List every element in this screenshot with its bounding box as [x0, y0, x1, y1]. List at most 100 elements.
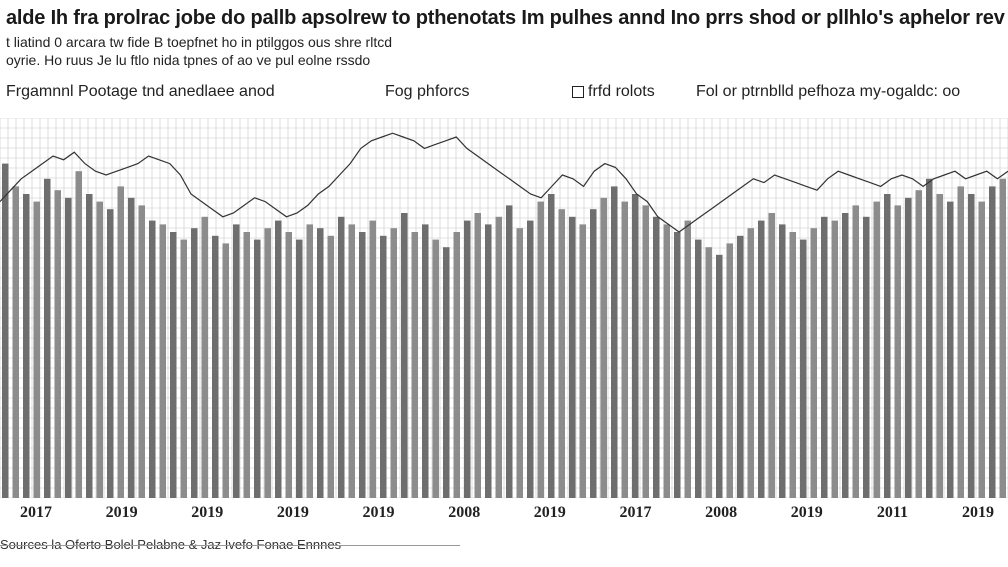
x-tick-label: 2019: [533, 504, 566, 521]
bar: [674, 232, 681, 498]
bar: [348, 224, 356, 498]
bar: [317, 228, 324, 498]
x-tick-label: 2011: [876, 504, 908, 521]
legend-checkbox-icon[interactable]: [572, 86, 584, 98]
bar: [842, 213, 849, 498]
bar: [495, 216, 503, 498]
source-rule: [0, 545, 460, 546]
bar: [443, 247, 450, 498]
bar: [506, 205, 513, 498]
x-tick-label: 2017: [20, 504, 52, 521]
bar: [180, 239, 188, 498]
x-tick-label: 2008: [448, 504, 481, 521]
bar: [936, 194, 944, 498]
bar: [2, 163, 9, 498]
bar: [989, 186, 996, 498]
bar: [12, 186, 20, 498]
bar: [800, 239, 807, 498]
x-tick-label: 2019: [191, 504, 224, 521]
envelope-layer: [0, 132, 1008, 233]
bar: [611, 186, 618, 498]
bar: [726, 243, 734, 498]
bar: [233, 224, 240, 498]
bar: [821, 216, 828, 498]
bar: [548, 194, 555, 498]
bar: [905, 197, 912, 498]
bar: [968, 194, 975, 498]
bar: [96, 201, 104, 498]
bar: [747, 228, 755, 498]
bar: [884, 194, 891, 498]
bar: [222, 243, 230, 498]
chart-title: alde Ih fra prolrac jobe do pallb apsolr…: [6, 7, 1005, 29]
x-tick-label: 2019: [276, 504, 309, 521]
bar: [359, 232, 366, 498]
x-tick-label: 2019: [105, 504, 138, 521]
bar: [642, 205, 650, 498]
bar: [978, 201, 986, 498]
bar: [831, 220, 839, 498]
bar: [590, 209, 597, 498]
legend-item-4: Fol or ptrnblld pefhoza my-ogaldc: oo: [696, 83, 961, 100]
bar: [569, 216, 576, 498]
bar: [138, 205, 146, 498]
bar: [149, 220, 156, 498]
bar: [779, 224, 786, 498]
legend-item-2: Fog phforcs: [385, 83, 470, 100]
bar: [516, 228, 524, 498]
bar: [716, 254, 723, 498]
bar: [737, 235, 744, 498]
bar: [705, 247, 713, 498]
bar: [684, 220, 692, 498]
chart-plot-area: [0, 118, 1008, 498]
bar: [128, 197, 135, 498]
bar: [117, 186, 125, 498]
bar: [653, 216, 660, 498]
bar: [43, 178, 51, 498]
x-tick-label: 2019: [962, 504, 994, 521]
bar: [33, 201, 40, 498]
legend-item-3-label: frfd rolots: [588, 83, 655, 100]
bar: [86, 194, 93, 498]
x-tick-label: 2019: [362, 504, 395, 521]
bar: [369, 220, 377, 498]
bar: [957, 186, 965, 498]
series-line: [0, 132, 1008, 233]
legend-item-3: frfd rolots: [572, 82, 655, 102]
legend-item-1: Frgamnnl Pootage tnd anedlaee anod: [6, 83, 275, 100]
bar: [947, 201, 954, 498]
bar: [537, 201, 545, 498]
bar: [401, 213, 408, 498]
bar: [390, 228, 398, 498]
bar: [915, 190, 923, 498]
bar: [338, 216, 345, 498]
bar: [306, 224, 314, 498]
bar: [485, 224, 492, 498]
bar: [474, 213, 482, 498]
x-tick-label: 2019: [790, 504, 823, 521]
bar: [243, 232, 251, 498]
bar: [873, 201, 881, 498]
bar: [296, 239, 303, 498]
chart-subtitle-line-1: t liatind 0 arcara tw fide B toepfnet ho…: [6, 34, 392, 50]
x-tick-label: 2008: [705, 504, 738, 521]
bar: [159, 224, 167, 498]
bar: [810, 228, 818, 498]
bar: [999, 178, 1007, 498]
bar: [863, 216, 870, 498]
bar: [768, 213, 776, 498]
bar: [695, 239, 702, 498]
bar: [758, 220, 765, 498]
bar: [852, 205, 860, 498]
bar: [464, 220, 471, 498]
chart-svg: [0, 118, 1008, 498]
bar: [212, 235, 219, 498]
bar: [621, 201, 629, 498]
bar: [422, 224, 429, 498]
bar: [254, 239, 261, 498]
bar: [380, 235, 387, 498]
bar: [201, 216, 209, 498]
bar: [191, 228, 198, 498]
bar: [558, 209, 566, 498]
bar: [527, 220, 534, 498]
